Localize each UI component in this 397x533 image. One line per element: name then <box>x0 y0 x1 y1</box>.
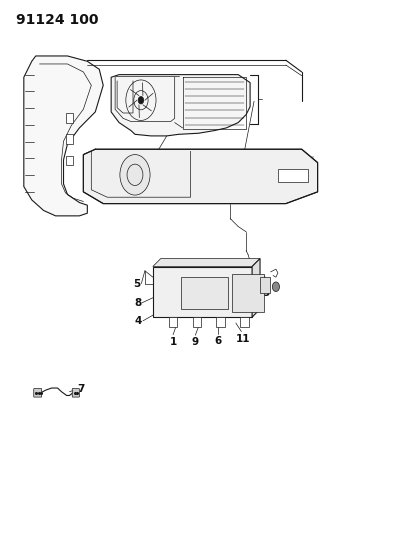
Text: 8: 8 <box>134 298 141 308</box>
Text: 6: 6 <box>214 336 221 346</box>
Bar <box>232 274 264 312</box>
Circle shape <box>138 96 144 104</box>
Circle shape <box>272 282 279 292</box>
Bar <box>181 277 228 309</box>
Polygon shape <box>252 259 260 317</box>
Text: 91124 100: 91124 100 <box>16 13 98 27</box>
Polygon shape <box>83 149 318 204</box>
Text: 4: 4 <box>135 317 142 326</box>
Circle shape <box>120 155 150 195</box>
Bar <box>216 317 225 327</box>
Text: 3: 3 <box>262 288 269 297</box>
Text: 5: 5 <box>133 279 141 289</box>
Bar <box>193 317 201 327</box>
Polygon shape <box>153 259 260 266</box>
Polygon shape <box>111 75 250 136</box>
Bar <box>169 317 177 327</box>
FancyBboxPatch shape <box>66 134 73 144</box>
Text: 7: 7 <box>77 384 85 393</box>
Bar <box>278 169 308 182</box>
FancyBboxPatch shape <box>34 389 42 397</box>
FancyBboxPatch shape <box>72 389 79 397</box>
Bar <box>260 277 270 293</box>
Polygon shape <box>153 266 252 317</box>
Text: 11: 11 <box>236 334 250 344</box>
FancyBboxPatch shape <box>66 113 73 123</box>
Polygon shape <box>24 56 103 216</box>
Text: 10: 10 <box>239 193 254 203</box>
Text: 1: 1 <box>170 337 177 347</box>
Bar <box>240 317 249 327</box>
FancyBboxPatch shape <box>66 156 73 165</box>
Text: 9: 9 <box>192 337 199 348</box>
Text: 2: 2 <box>258 276 265 285</box>
